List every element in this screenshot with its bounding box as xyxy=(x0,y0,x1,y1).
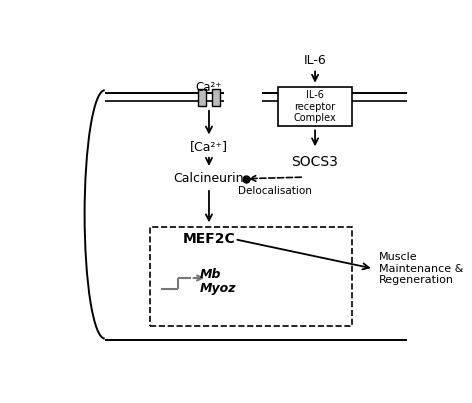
Bar xyxy=(198,89,206,106)
Text: IL-6: IL-6 xyxy=(303,54,327,67)
Text: Delocalisation: Delocalisation xyxy=(238,186,312,196)
Bar xyxy=(211,89,219,106)
Bar xyxy=(151,227,352,326)
Text: Muscle
Maintenance &
Regeneration: Muscle Maintenance & Regeneration xyxy=(379,252,464,285)
Text: Ca²⁺: Ca²⁺ xyxy=(196,81,222,93)
Text: [Ca²⁺]: [Ca²⁺] xyxy=(190,139,228,153)
Text: Calcineurin: Calcineurin xyxy=(174,172,244,185)
Text: MEF2C: MEF2C xyxy=(183,232,236,246)
Text: IL-6
receptor
Complex: IL-6 receptor Complex xyxy=(294,90,337,123)
Bar xyxy=(278,87,352,126)
Text: Mb: Mb xyxy=(200,268,221,281)
Text: Myoz: Myoz xyxy=(200,283,236,295)
Text: SOCS3: SOCS3 xyxy=(292,155,338,168)
